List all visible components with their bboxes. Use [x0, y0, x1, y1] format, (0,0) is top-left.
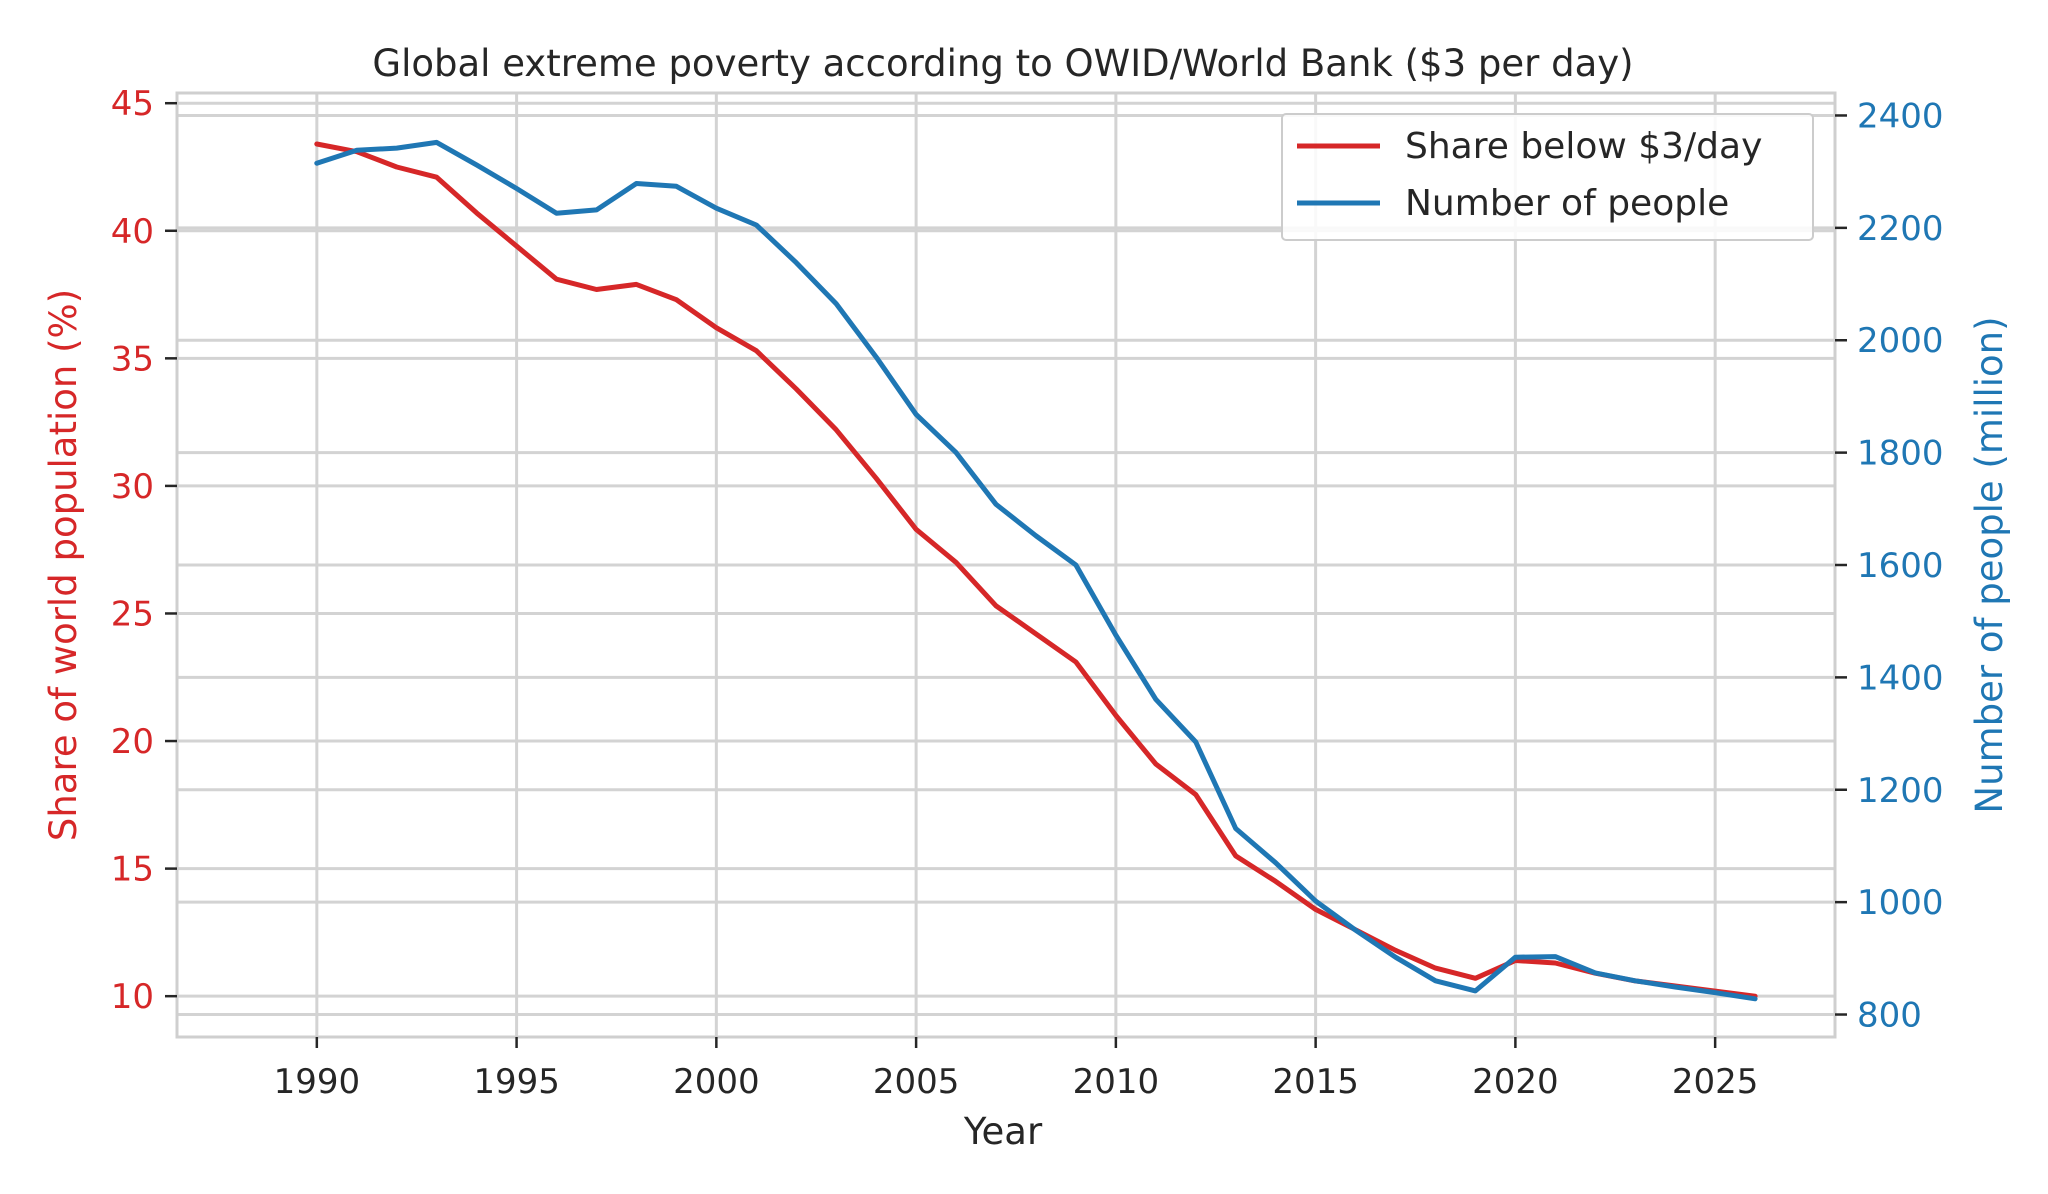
y-right-tick-label-6: 2000 [1857, 321, 1944, 361]
y-right-tick-label-1: 1000 [1857, 883, 1944, 923]
x-tick-label-3: 2005 [873, 1062, 960, 1102]
y-right-tick-label-2: 1200 [1857, 771, 1944, 811]
x-tick-label-6: 2020 [1472, 1062, 1559, 1102]
x-tick-label-1: 1995 [473, 1062, 560, 1102]
chart-title: Global extreme poverty according to OWID… [372, 42, 1633, 85]
y-left-tick-label-4: 30 [111, 467, 154, 507]
y-right-tick-label-5: 1800 [1857, 434, 1944, 474]
y-right-tick-label-3: 1400 [1857, 658, 1944, 698]
legend: Share below $3/day Number of people [1281, 113, 1814, 241]
x-tick-label-7: 2025 [1672, 1062, 1759, 1102]
y-axis-left-label: Share of world population (%) [42, 289, 85, 841]
y-right-tick-label-0: 800 [1857, 996, 1922, 1036]
x-tick-label-4: 2010 [1073, 1062, 1160, 1102]
ticks-layer: 1990 1995 2000 2005 2010 2015 2020 202510152025… [111, 84, 1944, 1102]
legend-label-number: Number of people [1405, 183, 1729, 224]
y-left-tick-label-2: 20 [111, 722, 154, 762]
series-layer [314, 139, 1758, 1002]
grid-layer [177, 93, 1835, 1037]
y-left-tick-label-5: 35 [111, 339, 154, 379]
series-line-share [314, 141, 1758, 999]
legend-label-share: Share below $3/day [1405, 126, 1762, 167]
y-left-tick-label-3: 25 [111, 594, 154, 634]
y-right-tick-label-7: 2200 [1857, 209, 1944, 249]
y-left-tick-label-0: 10 [111, 977, 154, 1017]
y-axis-right-label: Number of people (million) [1968, 316, 2011, 813]
y-left-tick-label-1: 15 [111, 850, 154, 890]
legend-box [1281, 113, 1814, 241]
x-tick-label-5: 2015 [1272, 1062, 1359, 1102]
x-axis-label: Year [963, 1110, 1043, 1153]
x-tick-label-2: 2000 [673, 1062, 760, 1102]
y-left-tick-label-6: 40 [111, 212, 154, 252]
y-left-tick-label-7: 45 [111, 84, 154, 124]
series-line-number [314, 139, 1758, 1002]
y-right-tick-label-4: 1600 [1857, 546, 1944, 586]
y-right-tick-label-8: 2400 [1857, 96, 1944, 136]
x-tick-label-0: 1990 [274, 1062, 361, 1102]
